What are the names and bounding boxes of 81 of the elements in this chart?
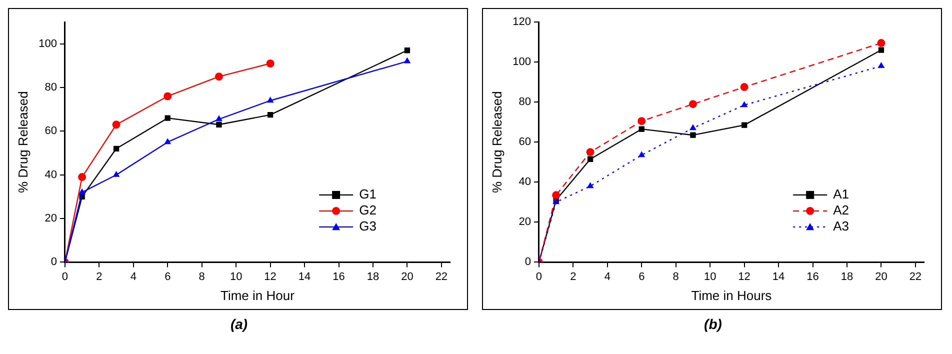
y-tick-label: 20 (518, 216, 531, 228)
point (877, 39, 886, 48)
legend-label: G2 (359, 202, 376, 218)
point (78, 188, 86, 194)
x-tick-label: 10 (230, 270, 242, 283)
point (587, 156, 594, 162)
x-tick-label: 22 (909, 270, 922, 283)
point (112, 120, 120, 129)
y-axis-title: % Drug Released (489, 91, 504, 194)
point (638, 151, 646, 158)
text: (a) (229, 316, 249, 332)
x-tick-label: 18 (366, 270, 380, 283)
point (216, 122, 222, 128)
y-tick-label: 80 (44, 82, 57, 94)
x-tick-label: 6 (164, 270, 171, 283)
y-tick-label: 80 (518, 96, 531, 108)
point (690, 132, 696, 138)
x-tick-label: 12 (738, 270, 750, 283)
y-tick-label: 0 (50, 256, 57, 268)
point (638, 117, 646, 126)
x-tick-label: 0 (536, 270, 542, 283)
point (267, 112, 274, 118)
y-tick-label: 60 (44, 125, 57, 138)
legend-label: A1 (833, 186, 849, 202)
x-tick-label: 4 (130, 270, 136, 283)
point (740, 83, 748, 92)
point (404, 48, 410, 54)
y-axis-title: % Drug Released (15, 91, 30, 194)
point (878, 62, 885, 68)
point (404, 57, 411, 64)
x-tick-label: 4 (604, 270, 610, 283)
x-tick-label: 12 (264, 270, 276, 283)
x-tick-label: 6 (638, 270, 645, 283)
y-tick-label: 0 (524, 256, 531, 268)
point (878, 47, 884, 53)
point (78, 173, 86, 182)
x-axis-title: Time in Hours (691, 288, 772, 303)
point (741, 122, 748, 128)
x-tick-label: 14 (298, 270, 311, 283)
x-tick-label: 18 (840, 270, 854, 283)
y-tick-label: 40 (44, 168, 57, 181)
y-tick-label: 60 (518, 136, 531, 148)
legend-label: A3 (833, 218, 849, 234)
x-tick-label: 22 (435, 270, 448, 283)
point (688, 100, 697, 108)
point (164, 92, 172, 100)
legend-label: G1 (359, 186, 376, 202)
y-tick-label: 100 (38, 38, 57, 50)
point (740, 101, 748, 108)
y-tick-label: 20 (44, 212, 57, 225)
y-tick-label: 100 (512, 56, 531, 68)
point (113, 146, 120, 152)
point (266, 96, 274, 103)
x-tick-label: 14 (772, 270, 785, 283)
point (638, 126, 644, 132)
legend-label: G3 (359, 218, 376, 234)
x-tick-label: 16 (806, 270, 819, 283)
x-tick-label: 20 (401, 270, 414, 283)
x-axis-title: Time in Hour (220, 288, 296, 303)
x-tick-label: 8 (198, 270, 205, 283)
point (164, 138, 172, 144)
x-tick-label: 2 (96, 270, 102, 283)
x-tick-label: 0 (62, 270, 68, 283)
point (690, 124, 696, 130)
point (112, 170, 120, 177)
x-tick-label: 8 (672, 270, 679, 283)
point (216, 115, 222, 122)
point (586, 182, 594, 188)
point (164, 115, 170, 121)
y-tick-label: 40 (518, 176, 531, 188)
point (586, 148, 594, 156)
legend-label: A2 (833, 202, 849, 218)
point (552, 191, 560, 200)
x-tick-label: 16 (332, 270, 345, 283)
point (266, 59, 274, 68)
x-tick-label: 10 (704, 270, 716, 283)
x-tick-label: 2 (570, 270, 576, 283)
x-tick-label: 20 (875, 270, 888, 283)
y-tick-label: 120 (512, 16, 531, 28)
point (214, 72, 223, 81)
text: (b) (703, 316, 723, 332)
